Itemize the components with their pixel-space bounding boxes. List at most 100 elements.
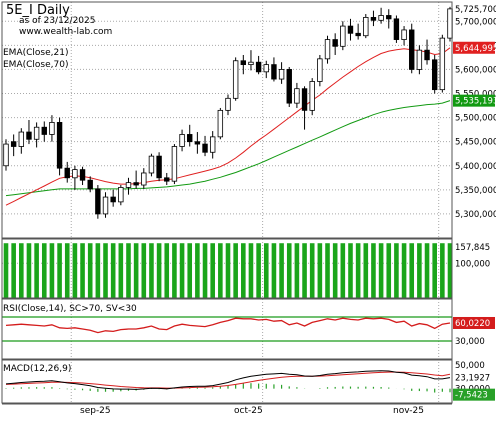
candle-body (431, 59, 438, 91)
candle-body (370, 17, 377, 21)
volume-bar (64, 243, 70, 298)
last-close-label: 5,725,700 (455, 5, 496, 15)
macd-line (5, 370, 451, 390)
candle-body (248, 61, 254, 66)
volume-bar (378, 243, 384, 298)
volume-bar (417, 243, 422, 298)
macd-pane-title: MACD(12,26,9) (3, 364, 72, 374)
y-tick-label: 5,600,000 (455, 65, 496, 75)
volume-bar (49, 243, 55, 298)
volume-bar (156, 243, 162, 298)
volume-bar (225, 243, 231, 298)
candle-body (416, 49, 423, 70)
volume-bar (363, 243, 369, 298)
volume-bar (202, 243, 208, 298)
volume-bar (95, 243, 101, 298)
candle-body (33, 126, 40, 140)
volume-bar (248, 243, 254, 298)
candle-body (347, 25, 354, 34)
candle-body (286, 69, 292, 104)
volume-bar (294, 243, 300, 298)
chart-title: 5E_I Daily (6, 3, 70, 18)
grid-layer (2, 2, 452, 403)
volume-bar (233, 243, 238, 298)
candle-body (324, 39, 331, 60)
volume-bar (87, 243, 93, 298)
y-tick-label: 5,400,000 (455, 162, 496, 172)
as-of-date: as of 23/12/2025 (19, 16, 96, 26)
volume-bar (386, 243, 392, 298)
candle-body (10, 141, 17, 147)
candle-body (225, 97, 231, 111)
x-tick-label: nov-25 (393, 406, 424, 416)
x-tick-label: sep-25 (80, 406, 111, 416)
candle-body (125, 182, 132, 188)
pane-frame-rsi (1, 298, 453, 360)
candle-body (156, 155, 162, 179)
volume-bar (179, 243, 185, 298)
last-close-label-bg (453, 2, 495, 15)
rsi-last-label-bg (453, 316, 495, 329)
volume-bar (218, 243, 223, 298)
candle-body (363, 17, 369, 37)
x-tick-label: oct-25 (234, 406, 263, 416)
candle-body (18, 131, 25, 147)
candle-body (72, 169, 78, 179)
y-tick-label: 50,000 (455, 361, 485, 371)
candle-body (3, 143, 9, 167)
macd-last-label: 23,1927 (455, 374, 490, 384)
macd-last-label-bg (453, 371, 495, 384)
volume-bar (57, 243, 62, 298)
volume-bar (26, 243, 32, 298)
volume-bar (302, 243, 307, 298)
candle-body (278, 69, 285, 80)
volume-bar (3, 243, 9, 298)
volume-bar (126, 243, 131, 298)
volume-bar (210, 243, 215, 298)
volume-bar (440, 243, 445, 298)
y-tick-label: 5,450,000 (455, 138, 496, 148)
ema21-line (5, 47, 451, 206)
candle-body (317, 58, 323, 82)
candle-body (263, 64, 269, 73)
volume-bar (172, 243, 177, 298)
candle-body (141, 172, 147, 186)
volume-bar (80, 243, 85, 298)
candle-body (255, 61, 262, 73)
volume-bar (110, 243, 116, 298)
ema70-line (5, 100, 451, 197)
candle-body (87, 179, 93, 190)
volume-bar (164, 243, 170, 298)
volume-bar (241, 243, 246, 298)
volume-bar (271, 243, 277, 298)
candle-body (133, 182, 139, 186)
candle-body (187, 134, 193, 143)
candle-body (209, 136, 216, 153)
volume-bar (279, 243, 284, 298)
y-tick-label: 5,550,000 (455, 90, 496, 100)
candle-body (240, 60, 247, 66)
pane-frame-price (1, 1, 453, 239)
candle-body (118, 187, 124, 203)
candle-body (401, 29, 407, 40)
candle-body (340, 25, 346, 47)
ema21-last-label-bg (453, 41, 495, 54)
volume-bar (447, 243, 453, 298)
volume-bar (256, 243, 261, 298)
source-url[interactable]: www.wealth-lab.com (19, 27, 113, 37)
candle-body (26, 131, 32, 140)
candle-body (301, 88, 308, 111)
candle-body (393, 18, 400, 40)
volume-bar (394, 243, 399, 298)
candle-body (194, 141, 201, 145)
volume-bar (325, 243, 330, 298)
candle-body (309, 81, 315, 111)
candle-body (148, 155, 155, 174)
y-tick-label: 5,700,000 (455, 17, 496, 27)
candle-body (439, 37, 446, 91)
candle-body (202, 143, 208, 153)
ema70-last-label-bg (453, 94, 495, 107)
candle-body (164, 177, 170, 182)
candle-body (171, 146, 178, 182)
